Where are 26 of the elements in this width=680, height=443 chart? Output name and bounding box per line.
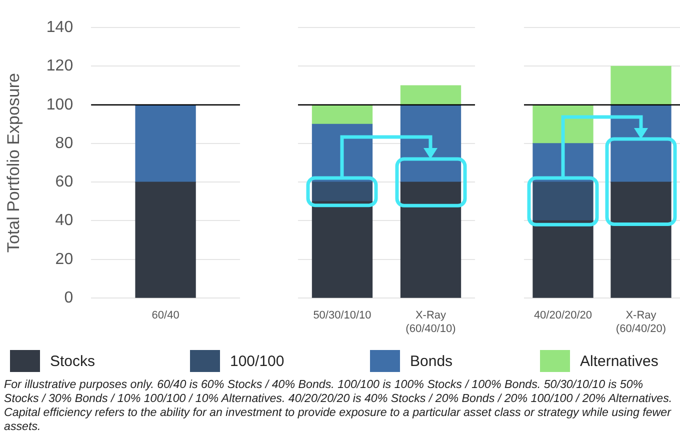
- bar: [312, 201, 373, 298]
- y-tick-label: 120: [46, 58, 74, 75]
- x-tick-label: 60/40: [152, 310, 180, 322]
- bar: [610, 66, 672, 106]
- y-tick-label: 100: [46, 96, 74, 114]
- legend-label: Alternatives: [580, 352, 658, 370]
- y-tick-label: 140: [46, 19, 74, 36]
- y-tick-label: 60: [55, 174, 74, 191]
- y-tick-label: 0: [64, 289, 74, 306]
- y-tick-label: 40: [55, 212, 74, 230]
- text: For illustrative purposes only. 60/40 is 60% Stocks / 40% Bonds. 100/100 is 100% Stocks / 100% Bonds. 50/30/10/10 is 50% Stocks / 30% Bonds / 10% 100/100 / 10% Alternatives. 40/20/20/20 is 40% Stocks / 20% Bonds / 20% 100/100 / 20% Alternatives. Capital efficiency refers to the ability for an investment to provide exposure to a particular asset class or strategy while using fewer assets.: [4, 378, 674, 434]
- legend-label: Stocks: [50, 352, 96, 370]
- x-tick-label: X-Ray (60/40/10): [406, 310, 456, 335]
- bar: [610, 182, 672, 298]
- x-tick-label: X-Ray (60/40/20): [616, 310, 666, 335]
- y-axis-title: Total Portfolio Exposure: [4, 73, 23, 253]
- bar: [532, 220, 594, 298]
- bar: [400, 85, 462, 106]
- x-tick-label: 50/30/10/10: [313, 310, 372, 322]
- bar: [400, 182, 462, 298]
- y-tick-label: 20: [55, 250, 74, 268]
- x-tick-label: 40/20/20/20: [534, 310, 592, 322]
- legend-label: Bonds: [410, 352, 453, 370]
- bar: [312, 104, 373, 124]
- legend-label: 100/100: [230, 352, 284, 370]
- y-tick-label: 80: [55, 134, 74, 152]
